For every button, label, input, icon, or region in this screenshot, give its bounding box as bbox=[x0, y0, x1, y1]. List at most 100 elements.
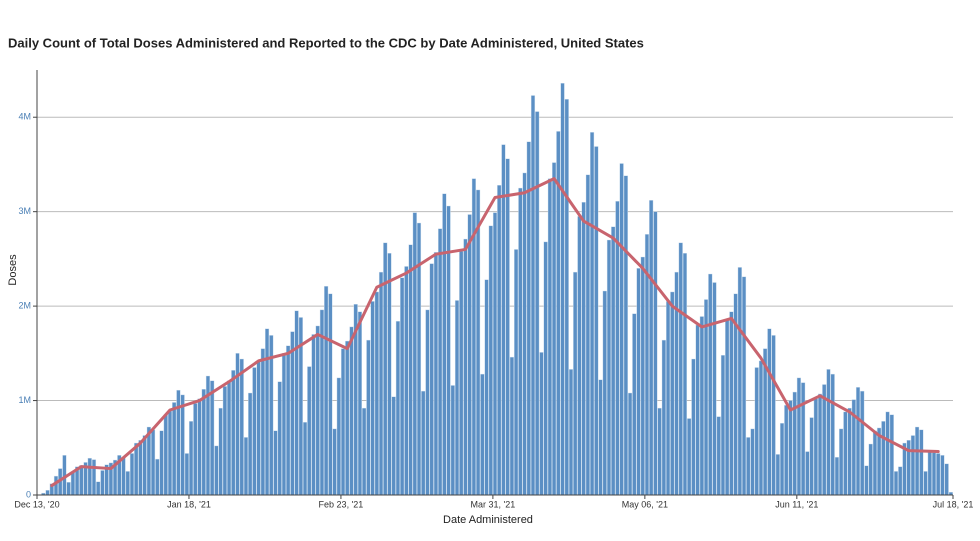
bar bbox=[649, 200, 654, 496]
bar bbox=[552, 162, 557, 496]
bar bbox=[784, 405, 789, 496]
bar bbox=[708, 273, 713, 496]
bar bbox=[383, 242, 388, 496]
bar bbox=[332, 428, 337, 496]
bar bbox=[543, 241, 548, 496]
bar bbox=[910, 435, 915, 496]
bar bbox=[885, 411, 890, 496]
bar bbox=[218, 407, 223, 496]
bar bbox=[623, 175, 628, 496]
x-tick-label: May 06, '21 bbox=[622, 499, 668, 509]
bar bbox=[598, 379, 603, 496]
bar bbox=[944, 463, 949, 496]
bar bbox=[45, 490, 50, 496]
bar bbox=[167, 410, 173, 496]
bar bbox=[653, 211, 658, 496]
x-tick-label: Feb 23, '21 bbox=[319, 499, 364, 509]
bar bbox=[809, 417, 814, 496]
bar bbox=[391, 396, 396, 496]
bar bbox=[560, 83, 565, 496]
y-tick-label: 0 bbox=[26, 489, 31, 499]
bar bbox=[801, 382, 806, 496]
bar bbox=[860, 390, 865, 496]
bar bbox=[454, 300, 460, 496]
bar bbox=[328, 293, 333, 496]
bar bbox=[505, 158, 510, 496]
bar bbox=[725, 320, 730, 496]
bar bbox=[349, 326, 354, 496]
bar bbox=[889, 414, 894, 496]
bar bbox=[767, 328, 772, 496]
bar bbox=[374, 291, 379, 496]
bar bbox=[619, 163, 624, 496]
bar bbox=[163, 414, 168, 496]
bar bbox=[526, 141, 531, 496]
bar bbox=[264, 328, 270, 496]
bar bbox=[657, 407, 662, 496]
bar bbox=[324, 286, 329, 496]
bar bbox=[340, 348, 346, 496]
bar bbox=[345, 340, 350, 496]
bar bbox=[138, 440, 143, 496]
bar bbox=[302, 422, 308, 496]
bar bbox=[425, 309, 430, 496]
bar bbox=[602, 290, 607, 496]
bar bbox=[239, 358, 244, 496]
bar bbox=[670, 291, 675, 496]
y-axis-label: Doses bbox=[7, 254, 19, 286]
bar bbox=[311, 334, 316, 496]
x-tick-label: Dec 13, '20 bbox=[14, 499, 59, 509]
bar bbox=[573, 271, 578, 496]
bar bbox=[704, 299, 709, 496]
bar bbox=[741, 276, 747, 496]
bar bbox=[539, 352, 544, 496]
bar bbox=[488, 225, 493, 496]
bar bbox=[433, 252, 438, 496]
bar bbox=[450, 385, 455, 496]
bar bbox=[366, 339, 371, 496]
bar bbox=[446, 205, 451, 496]
bar bbox=[463, 238, 468, 496]
bar bbox=[805, 451, 810, 496]
bar bbox=[843, 411, 848, 496]
bar bbox=[817, 393, 823, 496]
bar bbox=[260, 348, 265, 496]
bar bbox=[256, 360, 261, 496]
x-axis-label: Date Administered bbox=[443, 514, 533, 526]
bar bbox=[775, 454, 780, 496]
bar bbox=[286, 345, 291, 496]
bar bbox=[923, 471, 928, 496]
bar bbox=[606, 239, 612, 496]
bar bbox=[370, 301, 375, 496]
y-tick-label: 3M bbox=[18, 206, 31, 216]
bar bbox=[522, 172, 527, 496]
bar bbox=[248, 392, 253, 496]
bar bbox=[387, 253, 392, 496]
bar bbox=[919, 429, 924, 496]
bar bbox=[695, 324, 700, 496]
bar bbox=[509, 356, 514, 496]
bar bbox=[581, 202, 586, 496]
bar bbox=[357, 311, 362, 496]
y-tick-label: 2M bbox=[18, 300, 31, 310]
bar bbox=[611, 226, 616, 496]
bar bbox=[754, 367, 759, 496]
bar bbox=[172, 402, 177, 496]
bar bbox=[497, 185, 502, 496]
bar bbox=[87, 457, 92, 496]
bar bbox=[628, 392, 633, 496]
bar bbox=[826, 369, 831, 496]
bar bbox=[121, 457, 126, 496]
bar bbox=[699, 316, 704, 496]
bar bbox=[408, 244, 413, 496]
bar bbox=[70, 472, 75, 496]
bar bbox=[471, 178, 476, 496]
bar bbox=[79, 465, 84, 496]
bar bbox=[872, 430, 877, 496]
bar bbox=[750, 428, 755, 496]
bar bbox=[222, 386, 227, 496]
bar bbox=[400, 277, 405, 496]
bar bbox=[758, 360, 763, 496]
bar bbox=[100, 470, 105, 496]
bar bbox=[193, 403, 198, 496]
